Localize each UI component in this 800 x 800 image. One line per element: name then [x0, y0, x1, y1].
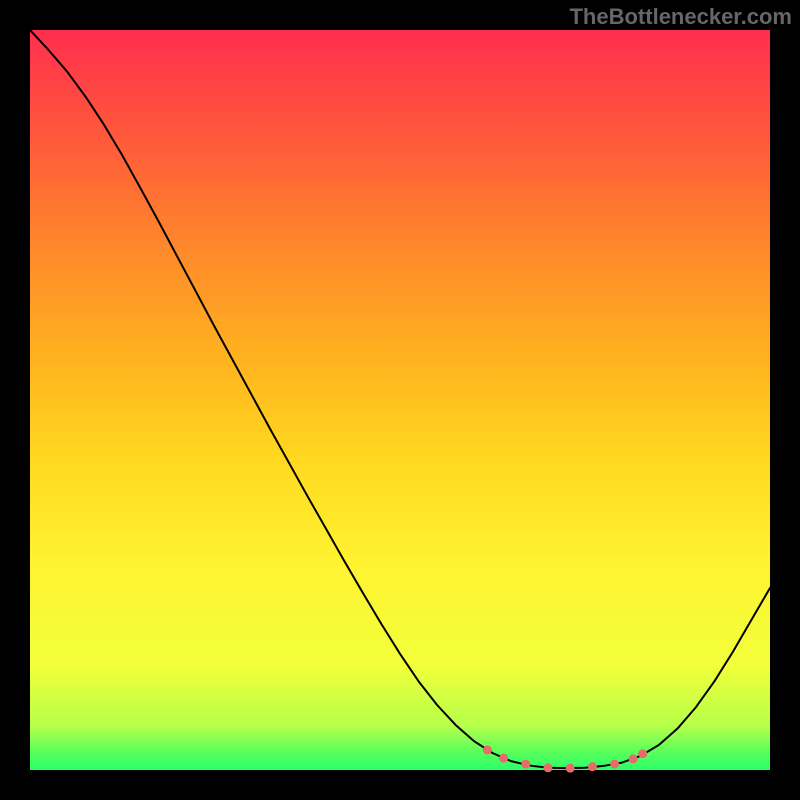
- bottleneck-curve: [30, 30, 770, 768]
- optimal-point-marker: [638, 749, 647, 758]
- optimal-point-marker: [610, 760, 619, 769]
- chart-frame: TheBottlenecker.com: [0, 0, 800, 800]
- chart-svg: [30, 30, 770, 770]
- watermark-text: TheBottlenecker.com: [569, 4, 792, 30]
- optimal-point-marker: [521, 760, 530, 769]
- optimal-point-marker: [566, 764, 575, 773]
- plot-area: [30, 30, 770, 770]
- optimal-point-marker: [629, 754, 638, 763]
- optimal-point-marker: [483, 746, 492, 755]
- optimal-point-marker: [499, 754, 508, 763]
- optimal-point-marker: [588, 762, 597, 771]
- optimal-point-marker: [544, 763, 553, 772]
